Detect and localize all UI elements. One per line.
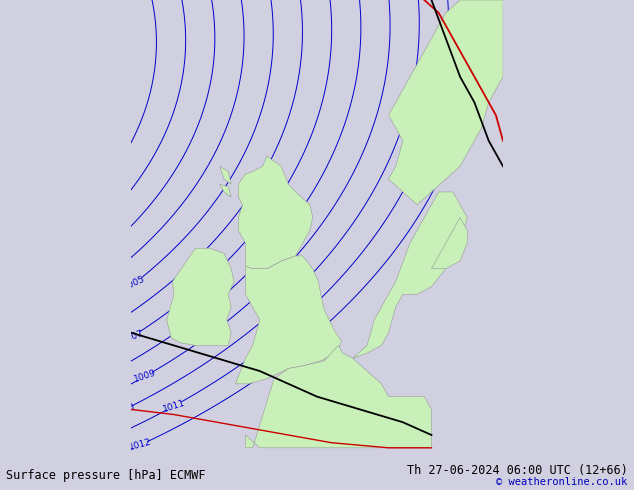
Polygon shape: [220, 184, 231, 197]
Polygon shape: [238, 156, 313, 269]
Text: Th 27-06-2024 06:00 UTC (12+66): Th 27-06-2024 06:00 UTC (12+66): [407, 464, 628, 477]
Polygon shape: [235, 256, 341, 384]
Text: 1005: 1005: [122, 274, 147, 292]
Text: Surface pressure [hPa] ECMWF: Surface pressure [hPa] ECMWF: [6, 469, 206, 483]
Polygon shape: [432, 218, 467, 269]
Text: 1006: 1006: [105, 313, 130, 330]
Text: 1010: 1010: [112, 402, 136, 417]
Text: 1009: 1009: [133, 368, 157, 384]
Text: © weatheronline.co.uk: © weatheronline.co.uk: [496, 477, 628, 487]
Text: 1011: 1011: [162, 398, 186, 414]
Polygon shape: [389, 0, 503, 205]
Text: 1012: 1012: [128, 438, 152, 452]
Text: 1004: 1004: [103, 262, 127, 280]
Polygon shape: [353, 192, 467, 358]
Text: 1002: 1002: [99, 203, 123, 223]
Polygon shape: [167, 248, 234, 345]
Text: 1001: 1001: [103, 160, 126, 181]
Polygon shape: [220, 166, 231, 184]
Text: 1008: 1008: [101, 363, 126, 379]
Text: 1003: 1003: [107, 228, 131, 247]
Polygon shape: [245, 345, 432, 448]
Text: 1007: 1007: [120, 328, 145, 344]
